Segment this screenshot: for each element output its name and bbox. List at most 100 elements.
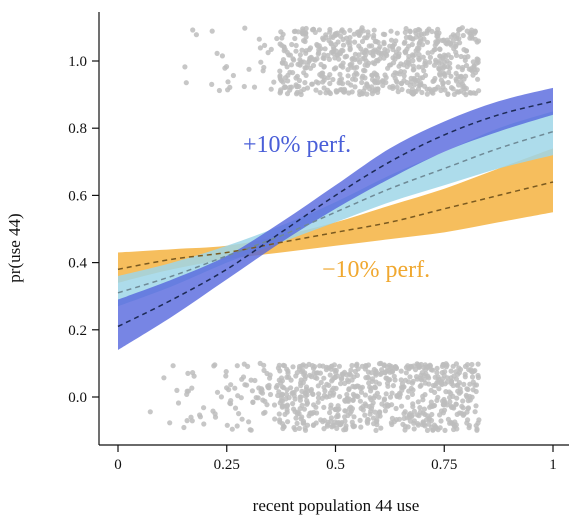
jitter-point xyxy=(391,419,397,425)
jitter-point xyxy=(405,424,411,430)
jitter-point xyxy=(170,363,176,369)
jitter-point xyxy=(456,82,462,88)
jitter-point xyxy=(437,412,443,418)
jitter-point xyxy=(403,370,409,376)
jitter-point xyxy=(279,378,285,384)
jitter-point xyxy=(299,388,305,394)
jitter-point xyxy=(362,412,368,418)
jitter-point xyxy=(279,384,285,390)
jitter-point xyxy=(349,61,355,67)
jitter-point xyxy=(318,61,324,68)
jitter-point xyxy=(261,362,267,368)
jitter-point xyxy=(239,416,245,422)
jitter-point xyxy=(322,46,328,52)
jitter-point xyxy=(415,399,421,405)
jitter-point xyxy=(167,420,173,426)
jitter-point xyxy=(374,370,380,376)
jitter-point xyxy=(395,392,401,398)
jitter-point xyxy=(313,404,319,410)
jitter-point xyxy=(307,372,313,378)
jitter-point xyxy=(432,374,438,380)
mean-line-series-3 xyxy=(117,100,554,328)
jitter-point xyxy=(438,418,444,424)
jitter-point xyxy=(420,397,426,403)
jitter-point xyxy=(464,386,470,392)
jitter-point xyxy=(336,80,342,86)
jitter-point xyxy=(442,73,448,79)
jitter-point xyxy=(422,392,428,398)
jitter-point xyxy=(416,82,422,88)
jitter-point xyxy=(350,383,356,389)
jitter-point xyxy=(432,389,438,395)
jitter-point xyxy=(370,400,376,406)
jitter-point xyxy=(401,73,407,79)
jitter-point xyxy=(401,411,407,417)
jitter-point xyxy=(277,89,284,95)
jitter-point xyxy=(362,392,368,398)
jitter-point xyxy=(360,407,366,413)
y-tick-label: 0.2 xyxy=(68,323,87,339)
jitter-point xyxy=(409,380,415,386)
jitter-point xyxy=(464,409,470,415)
jitter-point xyxy=(201,405,207,411)
jitter-point xyxy=(435,39,441,45)
jitter-point xyxy=(311,370,317,376)
jitter-point xyxy=(216,87,222,94)
jitter-point xyxy=(350,55,356,61)
jitter-point xyxy=(349,362,355,369)
jitter-point xyxy=(366,380,372,386)
jitter-point xyxy=(465,405,471,411)
jitter-point xyxy=(395,89,401,95)
jitter-point xyxy=(417,405,423,411)
jitter-point xyxy=(335,39,341,45)
jitter-point xyxy=(437,71,443,77)
jitter-point xyxy=(420,42,426,48)
jitter-point xyxy=(298,89,304,95)
jitter-point xyxy=(337,71,343,77)
jitter-point xyxy=(429,367,436,373)
jitter-point xyxy=(387,394,394,400)
jitter-point xyxy=(310,422,316,428)
jitter-point xyxy=(284,402,290,408)
jitter-point xyxy=(299,414,305,420)
jitter-point xyxy=(317,363,323,369)
jitter-point xyxy=(358,424,364,430)
jitter-point xyxy=(367,411,373,417)
jitter-point xyxy=(401,415,407,421)
x-tick-label: 1 xyxy=(549,457,557,473)
jitter-point xyxy=(375,86,381,92)
jitter-point xyxy=(284,407,290,413)
jitter-point xyxy=(318,379,324,386)
jitter-point xyxy=(401,69,407,75)
jitter-point xyxy=(398,368,404,374)
jitter-point xyxy=(287,84,293,90)
jitter-point xyxy=(389,390,395,396)
jitter-point xyxy=(334,88,340,95)
jitter-point xyxy=(371,27,377,33)
jitter-point xyxy=(423,364,429,370)
jitter-point xyxy=(396,51,402,57)
jitter-point xyxy=(462,363,469,369)
jitter-point xyxy=(301,406,307,412)
jitter-point xyxy=(261,367,267,373)
jitter-point xyxy=(469,374,476,380)
jitter-point xyxy=(324,364,330,370)
jitter-point xyxy=(229,426,235,432)
jitter-point xyxy=(394,84,400,90)
jitter-point xyxy=(313,87,319,93)
jitter-point xyxy=(445,416,451,422)
jitter-point xyxy=(346,387,352,393)
jitter-point xyxy=(360,28,366,34)
jitter-point xyxy=(300,420,306,426)
jitter-point xyxy=(312,374,318,380)
jitter-point xyxy=(398,377,404,383)
jitter-point xyxy=(201,421,207,427)
jitter-point xyxy=(304,422,311,428)
jitter-point xyxy=(336,420,342,426)
jitter-point xyxy=(377,409,383,415)
jitter-points xyxy=(147,25,482,433)
jitter-point xyxy=(352,84,358,90)
y-tick-label: 0.6 xyxy=(68,188,87,204)
jitter-point xyxy=(347,34,353,41)
jitter-point xyxy=(445,91,451,97)
